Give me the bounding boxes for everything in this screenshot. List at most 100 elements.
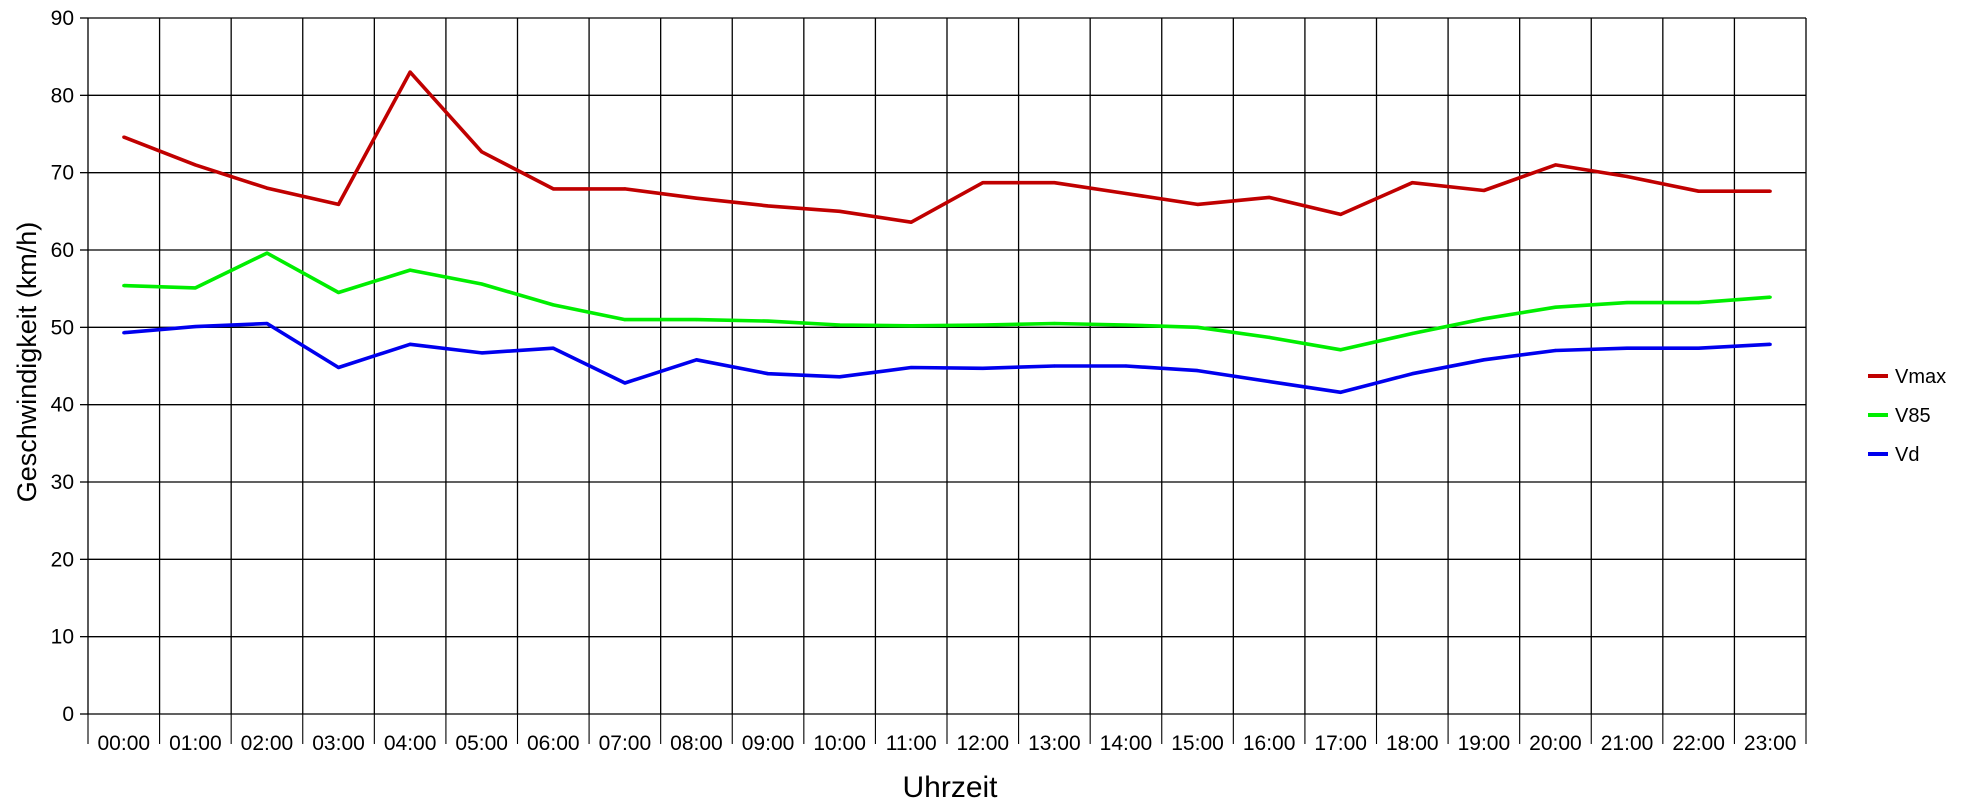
data-point-v85 — [265, 251, 269, 255]
data-point-v85 — [1697, 300, 1701, 305]
series-line-v85 — [123, 251, 1771, 352]
legend: Vmax V85 Vd — [1868, 366, 1946, 466]
y-tick-label: 80 — [51, 84, 74, 107]
data-point-vd — [551, 346, 555, 350]
data-point-vd — [1339, 390, 1343, 394]
x-tick-label: 06:00 — [527, 732, 580, 755]
data-point-vmax — [909, 220, 913, 224]
y-tick-label: 50 — [51, 316, 74, 339]
data-point-vmax — [694, 196, 699, 200]
x-tick-label: 01:00 — [169, 732, 222, 755]
x-tick-label: 15:00 — [1171, 732, 1224, 755]
x-tick-label: 21:00 — [1601, 732, 1654, 755]
data-point-v85 — [480, 282, 484, 286]
x-tick-label: 22:00 — [1672, 732, 1725, 755]
x-tick-label: 20:00 — [1529, 732, 1582, 755]
data-point-vmax — [838, 209, 842, 213]
data-point-vmax — [551, 187, 555, 191]
data-point-vd — [1697, 346, 1701, 350]
x-tick-label: 13:00 — [1028, 732, 1081, 755]
x-tick-label: 04:00 — [384, 732, 437, 755]
data-point-vd — [909, 365, 913, 370]
x-tick-label: 09:00 — [742, 732, 795, 755]
x-tick-label: 03:00 — [312, 732, 365, 755]
data-point-vd — [1410, 372, 1414, 376]
y-tick-label: 20 — [51, 548, 74, 571]
data-point-v85 — [1052, 321, 1056, 326]
data-point-vmax — [1768, 189, 1772, 193]
data-point-v85 — [1553, 305, 1558, 309]
data-point-vd — [1267, 379, 1271, 384]
data-point-v85 — [838, 323, 842, 327]
data-point-vmax — [1052, 181, 1056, 185]
data-point-vmax — [1339, 212, 1343, 217]
data-point-vmax — [122, 135, 126, 139]
data-point-vd — [336, 365, 341, 370]
data-point-vmax — [766, 204, 770, 208]
x-tick-label: 19:00 — [1458, 732, 1511, 755]
data-point-vd — [1553, 348, 1558, 353]
data-point-v85 — [1625, 300, 1629, 305]
y-tick-label: 30 — [51, 471, 74, 494]
x-tick-label: 07:00 — [599, 732, 652, 755]
data-point-v85 — [981, 323, 985, 327]
data-point-vd — [981, 366, 985, 370]
data-point-v85 — [623, 318, 627, 322]
data-point-vd — [766, 372, 770, 376]
data-point-vd — [122, 331, 126, 335]
data-point-v85 — [408, 268, 412, 272]
data-point-vmax — [480, 150, 484, 154]
data-point-v85 — [694, 318, 699, 322]
data-point-vd — [265, 321, 269, 326]
data-point-vd — [1195, 369, 1200, 373]
data-point-v85 — [1267, 335, 1271, 339]
series-line-vmax — [123, 70, 1771, 224]
x-tick-label: 02:00 — [241, 732, 294, 755]
data-point-vmax — [981, 181, 985, 185]
data-point-v85 — [1482, 317, 1486, 321]
data-point-vmax — [1697, 189, 1701, 193]
legend-label-vd: Vd — [1895, 444, 1919, 466]
data-point-v85 — [909, 324, 913, 328]
data-point-vd — [1124, 364, 1128, 368]
data-point-v85 — [1124, 323, 1128, 327]
data-point-vd — [623, 381, 627, 385]
data-point-v85 — [122, 283, 126, 288]
data-point-vd — [1768, 342, 1772, 346]
x-tick-label: 12:00 — [957, 732, 1010, 755]
data-point-vd — [408, 342, 412, 346]
y-tick-label: 40 — [51, 394, 74, 417]
x-axis-title: Uhrzeit — [902, 771, 998, 803]
x-tick-label: 10:00 — [813, 732, 866, 755]
data-point-vmax — [1124, 191, 1128, 196]
x-tick-label: 23:00 — [1744, 732, 1797, 755]
data-point-vmax — [1482, 188, 1486, 193]
data-point-vd — [480, 351, 484, 355]
y-tick-label: 70 — [51, 162, 74, 185]
series-line-vd — [123, 321, 1771, 395]
x-tick-label: 17:00 — [1314, 732, 1367, 755]
data-point-v85 — [336, 290, 341, 295]
data-point-v85 — [1195, 325, 1200, 329]
data-point-vmax — [265, 186, 269, 190]
data-point-vmax — [336, 202, 341, 206]
y-axis-title: Geschwindigkeit (km/h) — [12, 222, 42, 503]
data-point-vmax — [193, 163, 197, 167]
data-point-vmax — [1267, 195, 1271, 200]
data-point-vmax — [1553, 163, 1558, 167]
y-tick-label: 90 — [51, 7, 74, 30]
data-point-vd — [838, 375, 842, 379]
data-point-vd — [1482, 358, 1486, 362]
x-tick-label: 16:00 — [1243, 732, 1296, 755]
data-point-v85 — [766, 319, 770, 323]
x-tick-label: 11:00 — [886, 732, 937, 755]
data-point-v85 — [551, 303, 555, 307]
y-tick-label: 0 — [62, 703, 74, 726]
x-tick-label: 18:00 — [1386, 732, 1439, 755]
data-point-vmax — [1625, 174, 1629, 179]
data-point-vd — [1052, 364, 1056, 368]
x-tick-label: 05:00 — [455, 732, 508, 755]
data-point-vd — [1625, 346, 1629, 350]
